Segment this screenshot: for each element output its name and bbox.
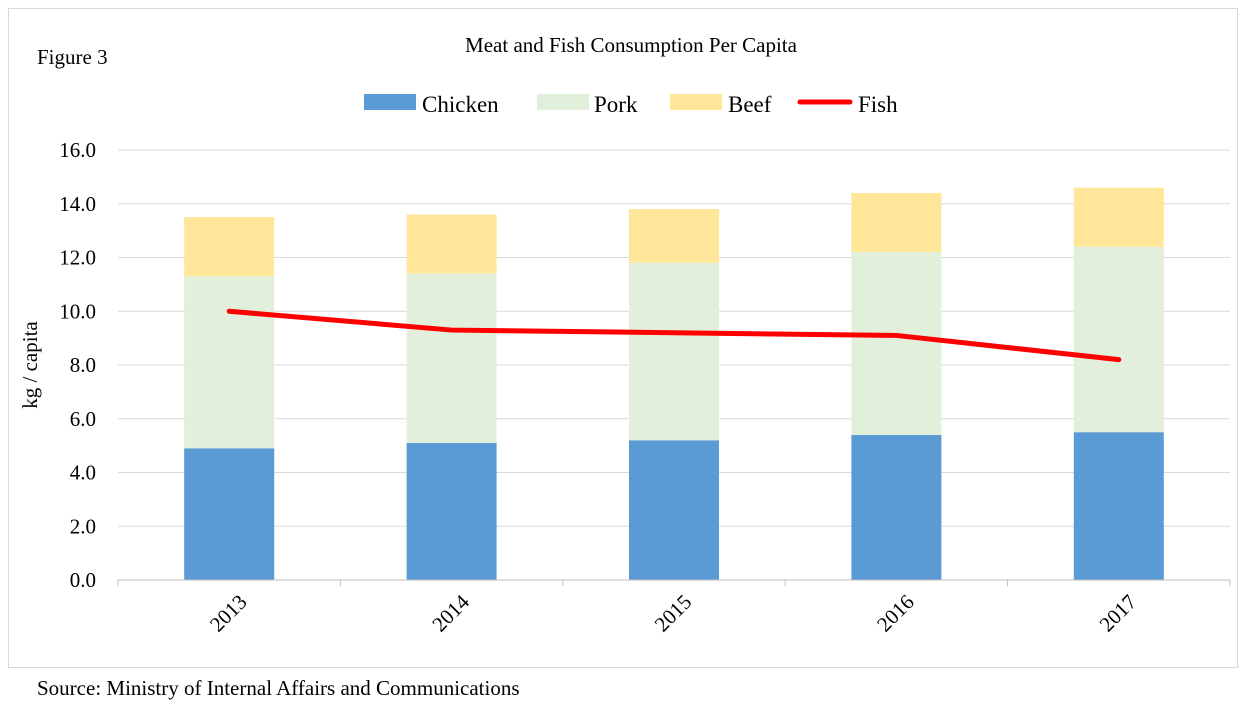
chart-title: Meat and Fish Consumption Per Capita	[465, 33, 797, 57]
bar-beef-2013	[184, 217, 275, 277]
x-tick-label: 2015	[650, 590, 697, 637]
bar-chicken-2014	[406, 442, 497, 580]
y-tick-label: 12.0	[59, 246, 96, 270]
y-tick-label: 6.0	[70, 407, 96, 431]
legend-label-fish: Fish	[858, 92, 898, 117]
x-tick-label: 2014	[427, 589, 474, 636]
bar-pork-2017	[1073, 246, 1164, 433]
bar-beef-2014	[406, 214, 497, 274]
line-series	[226, 308, 1122, 363]
y-tick-label: 10.0	[59, 299, 96, 323]
bar-beef-2015	[629, 209, 719, 263]
bar-pork-2015	[629, 262, 719, 441]
y-tick-label: 4.0	[70, 461, 96, 485]
y-tick-label: 16.0	[59, 138, 96, 162]
bar-pork-2013	[184, 276, 275, 449]
figure-label: Figure 3	[37, 45, 108, 69]
legend-label-pork: Pork	[594, 92, 638, 117]
x-tick-label: 2016	[872, 590, 919, 637]
legend-label-beef: Beef	[728, 92, 772, 117]
y-axis-label: kg / capita	[18, 321, 42, 409]
y-tick-label: 8.0	[70, 353, 96, 377]
legend: Chicken Pork Beef Fish	[364, 92, 898, 117]
bar-beef-2016	[851, 193, 942, 253]
x-tick-label: 2017	[1095, 590, 1142, 637]
y-tick-label: 0.0	[70, 568, 96, 592]
bar-pork-2014	[406, 273, 497, 443]
bar-series	[184, 187, 1164, 580]
bar-beef-2017	[1073, 187, 1164, 247]
bar-chicken-2013	[184, 448, 275, 580]
y-tick-label: 14.0	[59, 192, 96, 216]
bar-chicken-2017	[1073, 432, 1164, 580]
bar-pork-2016	[851, 252, 942, 435]
legend-swatch-chicken	[364, 94, 416, 110]
legend-label-chicken: Chicken	[422, 92, 499, 117]
x-tick-label: 2013	[205, 590, 252, 637]
bar-chicken-2015	[629, 440, 719, 580]
legend-swatch-pork	[537, 94, 589, 110]
chart-frame	[8, 8, 1238, 668]
legend-swatch-beef	[670, 94, 722, 110]
y-tick-label: 2.0	[70, 514, 96, 538]
bar-chicken-2016	[851, 434, 942, 580]
source-note: Source: Ministry of Internal Affairs and…	[37, 676, 520, 700]
